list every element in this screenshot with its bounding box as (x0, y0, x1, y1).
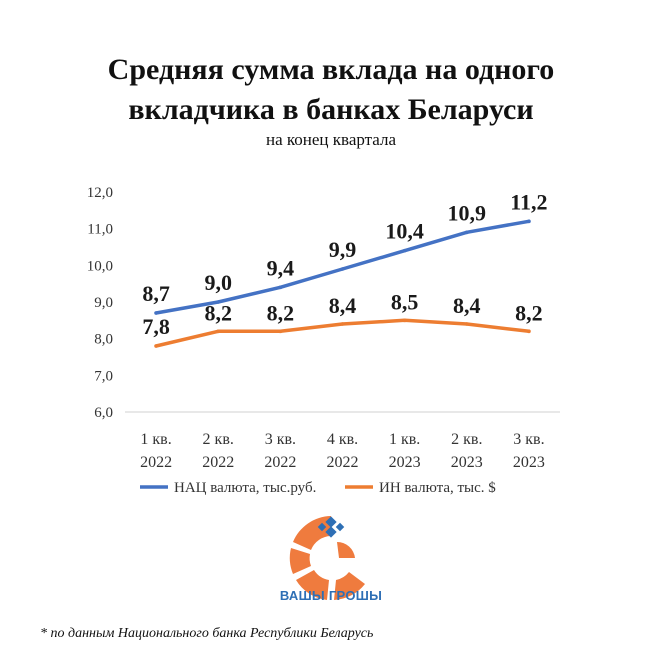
series-2-point (278, 329, 283, 334)
x-tick-label: 2 кв. (203, 431, 234, 448)
series-1-point (154, 311, 158, 315)
y-tick-label: 9,0 (94, 295, 113, 311)
series-2-point (402, 318, 407, 323)
y-tick-label: 8,0 (94, 332, 113, 348)
legend-label-1: НАЦ валюта, тыс.руб. (174, 480, 316, 496)
data-label-nac: 9,9 (329, 237, 357, 262)
x-tick-label: 2023 (451, 454, 483, 471)
data-label-in: 8,5 (391, 289, 419, 314)
y-tick-label: 10,0 (87, 258, 113, 274)
x-tick-label: 2 кв. (451, 431, 482, 448)
series-1-point (402, 248, 407, 253)
data-label-nac: 9,4 (267, 255, 295, 280)
chart-subtitle: на конец квартала (265, 130, 397, 149)
x-tick-label: 2022 (202, 454, 234, 471)
vashy-groshy-logo-icon (289, 516, 365, 600)
data-label-in: 8,2 (204, 300, 232, 325)
data-label-in: 7,8 (142, 314, 170, 339)
series-1-point (216, 300, 221, 304)
data-label-nac: 11,2 (510, 189, 547, 214)
series-2-point (154, 344, 158, 348)
chart-title-line-2: вкладчика в банках Беларуси (128, 93, 534, 126)
data-label-nac: 8,7 (142, 281, 170, 306)
x-tick-label: 1 кв. (140, 431, 171, 448)
x-tick-label: 2022 (327, 454, 359, 471)
y-tick-label: 12,0 (87, 185, 113, 201)
series-2-point (464, 322, 469, 326)
x-tick-label: 1 кв. (389, 431, 420, 448)
x-tick-label: 3 кв. (513, 431, 544, 448)
data-label-in: 8,2 (267, 300, 295, 325)
series-2-point (340, 322, 345, 326)
series-1-point (278, 285, 283, 290)
x-tick-label: 2023 (389, 454, 421, 471)
series-2-point (216, 329, 221, 334)
logo-text: ВАШЫ ГРОШЫ (279, 588, 383, 603)
data-label-nac: 10,4 (385, 219, 424, 244)
y-tick-label: 7,0 (94, 368, 113, 384)
x-tick-label: 2022 (264, 454, 296, 471)
series-1-point (464, 230, 469, 235)
series-1-point (527, 219, 531, 224)
chart-title-line-1: Средняя сумма вклада на одного (107, 53, 555, 86)
x-tick-label: 2022 (140, 454, 172, 471)
data-label-nac: 10,9 (448, 200, 487, 225)
series-2-point (527, 329, 531, 334)
data-label-nac: 9,0 (204, 270, 232, 295)
x-tick-label: 3 кв. (265, 431, 296, 448)
footnote: * по данным Национального банка Республи… (40, 626, 374, 641)
y-tick-label: 11,0 (87, 222, 113, 238)
data-label-in: 8,4 (453, 293, 481, 318)
data-label-in: 8,2 (515, 300, 543, 325)
legend-label-2: ИН валюта, тыс. $ (379, 480, 496, 496)
data-label-in: 8,4 (329, 293, 357, 318)
series-1-point (340, 267, 345, 271)
x-tick-label: 4 кв. (327, 431, 358, 448)
chart-title: Средняя сумма вклада на одного вкладчика… (0, 50, 662, 130)
y-tick-label: 6,0 (94, 405, 113, 421)
x-tick-label: 2023 (513, 454, 545, 471)
